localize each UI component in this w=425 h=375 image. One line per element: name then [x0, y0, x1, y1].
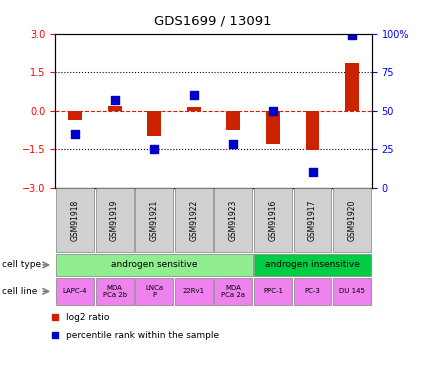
Text: androgen insensitive: androgen insensitive	[265, 260, 360, 269]
Bar	[227, 111, 240, 130]
Point	[111, 97, 118, 103]
Text: 22Rv1: 22Rv1	[183, 288, 205, 294]
Text: PC-3: PC-3	[305, 288, 320, 294]
Text: percentile rank within the sample: percentile rank within the sample	[66, 331, 219, 340]
Point	[151, 146, 158, 152]
Bar	[175, 188, 212, 252]
Text: GSM91919: GSM91919	[110, 200, 119, 241]
Bar	[135, 188, 173, 252]
Bar	[68, 111, 82, 120]
Text: LNCa
P: LNCa P	[145, 285, 163, 298]
Text: cell type: cell type	[2, 260, 41, 269]
Bar	[333, 278, 371, 305]
Text: androgen sensitive: androgen sensitive	[111, 260, 198, 269]
Text: log2 ratio: log2 ratio	[66, 313, 109, 322]
Bar	[108, 105, 122, 111]
Bar	[96, 278, 133, 305]
Bar	[266, 111, 280, 144]
Point	[348, 32, 355, 38]
Point	[269, 108, 276, 114]
Bar	[214, 188, 252, 252]
Bar	[254, 278, 292, 305]
Text: cell line: cell line	[2, 287, 37, 296]
Bar	[56, 254, 253, 276]
Bar	[345, 63, 359, 111]
Bar	[333, 188, 371, 252]
Bar	[147, 111, 161, 136]
Bar	[187, 107, 201, 111]
Text: LAPC-4: LAPC-4	[63, 288, 87, 294]
Text: DU 145: DU 145	[339, 288, 365, 294]
Text: GSM91922: GSM91922	[189, 200, 198, 241]
Bar	[294, 278, 332, 305]
Text: GSM91921: GSM91921	[150, 200, 159, 241]
Text: PPC-1: PPC-1	[263, 288, 283, 294]
Text: MDA
PCa 2b: MDA PCa 2b	[102, 285, 127, 298]
Point	[190, 92, 197, 98]
Bar	[254, 188, 292, 252]
Bar	[214, 278, 252, 305]
Bar	[135, 278, 173, 305]
Text: GSM91923: GSM91923	[229, 200, 238, 241]
Bar	[56, 278, 94, 305]
Bar	[56, 188, 94, 252]
Text: GSM91920: GSM91920	[348, 200, 357, 241]
Point	[309, 169, 316, 175]
Bar	[175, 278, 212, 305]
Point	[230, 141, 237, 147]
Bar	[306, 111, 320, 150]
Bar	[96, 188, 133, 252]
Bar	[254, 254, 371, 276]
Text: GSM91917: GSM91917	[308, 200, 317, 241]
Text: MDA
PCa 2a: MDA PCa 2a	[221, 285, 245, 298]
Text: GSM91918: GSM91918	[71, 200, 79, 241]
Text: GDS1699 / 13091: GDS1699 / 13091	[154, 15, 271, 28]
Text: GSM91916: GSM91916	[269, 200, 278, 241]
Point	[72, 131, 79, 137]
Bar	[294, 188, 332, 252]
